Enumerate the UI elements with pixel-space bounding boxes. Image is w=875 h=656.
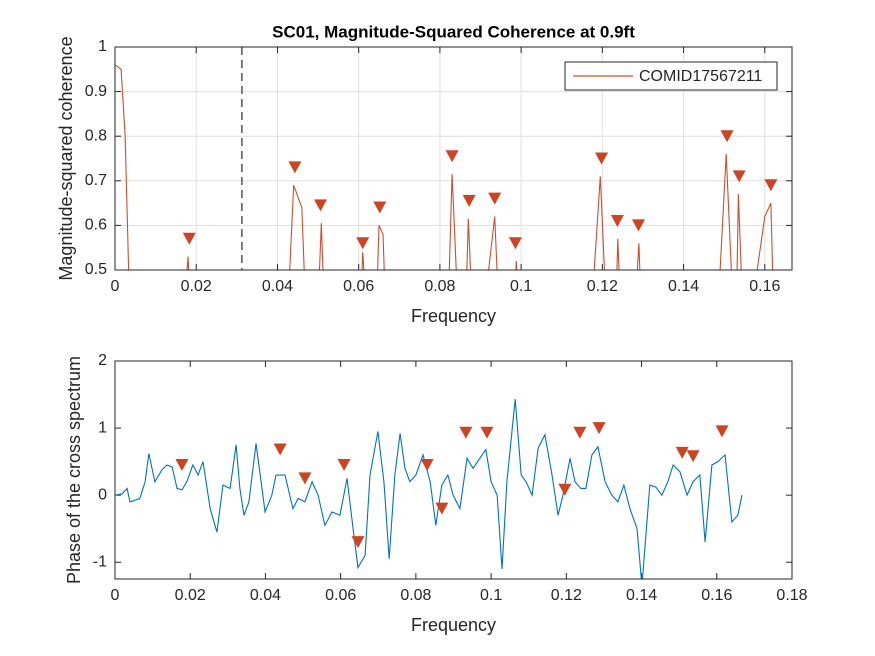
peak-marker xyxy=(459,426,473,439)
y-tick-label: 0.7 xyxy=(85,172,107,189)
x-tick-label: 0.06 xyxy=(343,278,374,295)
x-tick-label: 0.12 xyxy=(587,278,618,295)
peak-marker xyxy=(356,237,370,250)
peak-marker xyxy=(337,458,351,471)
y-tick-label: 0.5 xyxy=(85,261,107,278)
x-tick-label: 0 xyxy=(111,587,120,604)
x-tick-label: 0 xyxy=(111,278,120,295)
x-tick-label: 0.18 xyxy=(776,587,807,604)
peak-marker xyxy=(462,194,476,207)
peak-marker xyxy=(675,446,689,459)
y-axis-label: Magnitude-squared coherence xyxy=(56,36,76,280)
peak-marker xyxy=(610,214,624,227)
x-axis-label: Frequency xyxy=(411,615,496,635)
peak-marker xyxy=(592,422,606,435)
peak-marker xyxy=(508,237,522,250)
axes-box xyxy=(114,46,793,271)
peak-marker xyxy=(488,192,502,205)
x-tick-label: 0.1 xyxy=(480,587,502,604)
x-tick-label: 0.14 xyxy=(668,278,699,295)
peak-marker xyxy=(732,170,746,183)
x-tick-label: 0.02 xyxy=(181,278,212,295)
peak-marker xyxy=(435,502,449,515)
peak-marker xyxy=(715,425,729,438)
peak-marker xyxy=(175,458,189,471)
peak-marker xyxy=(573,426,587,439)
peak-marker xyxy=(288,161,302,174)
y-axis-label: Phase of the cross spectrum xyxy=(64,356,84,584)
x-tick-label: 0.16 xyxy=(749,278,780,295)
x-tick-label: 0.1 xyxy=(510,278,532,295)
x-tick-label: 0.04 xyxy=(262,278,293,295)
peak-marker xyxy=(298,472,312,485)
peak-marker xyxy=(764,179,778,192)
x-tick-label: 0.14 xyxy=(626,587,657,604)
peak-marker xyxy=(558,483,572,496)
y-tick-label: 0.8 xyxy=(85,127,107,144)
y-tick-label: -1 xyxy=(93,553,107,570)
y-tick-label: 1 xyxy=(98,38,107,55)
y-tick-label: 2 xyxy=(98,352,107,369)
axes-box xyxy=(114,360,793,580)
x-tick-label: 0.02 xyxy=(175,587,206,604)
x-tick-label: 0.12 xyxy=(551,587,582,604)
chart-title: SC01, Magnitude-Squared Coherence at 0.9… xyxy=(272,22,635,41)
peak-marker xyxy=(631,219,645,232)
peak-marker xyxy=(445,150,459,163)
peak-marker xyxy=(373,201,387,214)
plot-area xyxy=(115,64,778,270)
x-tick-label: 0.08 xyxy=(424,278,455,295)
y-tick-label: 0 xyxy=(98,486,107,503)
plot-area xyxy=(115,399,743,579)
y-tick-label: 1 xyxy=(98,419,107,436)
peak-marker xyxy=(686,450,700,463)
y-tick-label: 0.6 xyxy=(85,217,107,234)
x-tick-label: 0.04 xyxy=(250,587,281,604)
y-tick-label: 0.9 xyxy=(85,83,107,100)
x-axis-label: Frequency xyxy=(411,306,496,326)
peak-marker xyxy=(420,458,434,471)
peak-marker xyxy=(182,232,196,245)
peak-marker xyxy=(595,152,609,165)
peak-marker xyxy=(273,443,287,456)
peak-marker xyxy=(351,536,365,549)
axes-background xyxy=(115,361,792,579)
peak-marker xyxy=(480,426,494,439)
x-tick-label: 0.16 xyxy=(701,587,732,604)
x-tick-label: 0.08 xyxy=(400,587,431,604)
peak-marker xyxy=(720,130,734,143)
x-tick-label: 0.06 xyxy=(325,587,356,604)
peak-marker xyxy=(313,199,327,212)
legend-label: COMID17567211 xyxy=(639,68,762,85)
